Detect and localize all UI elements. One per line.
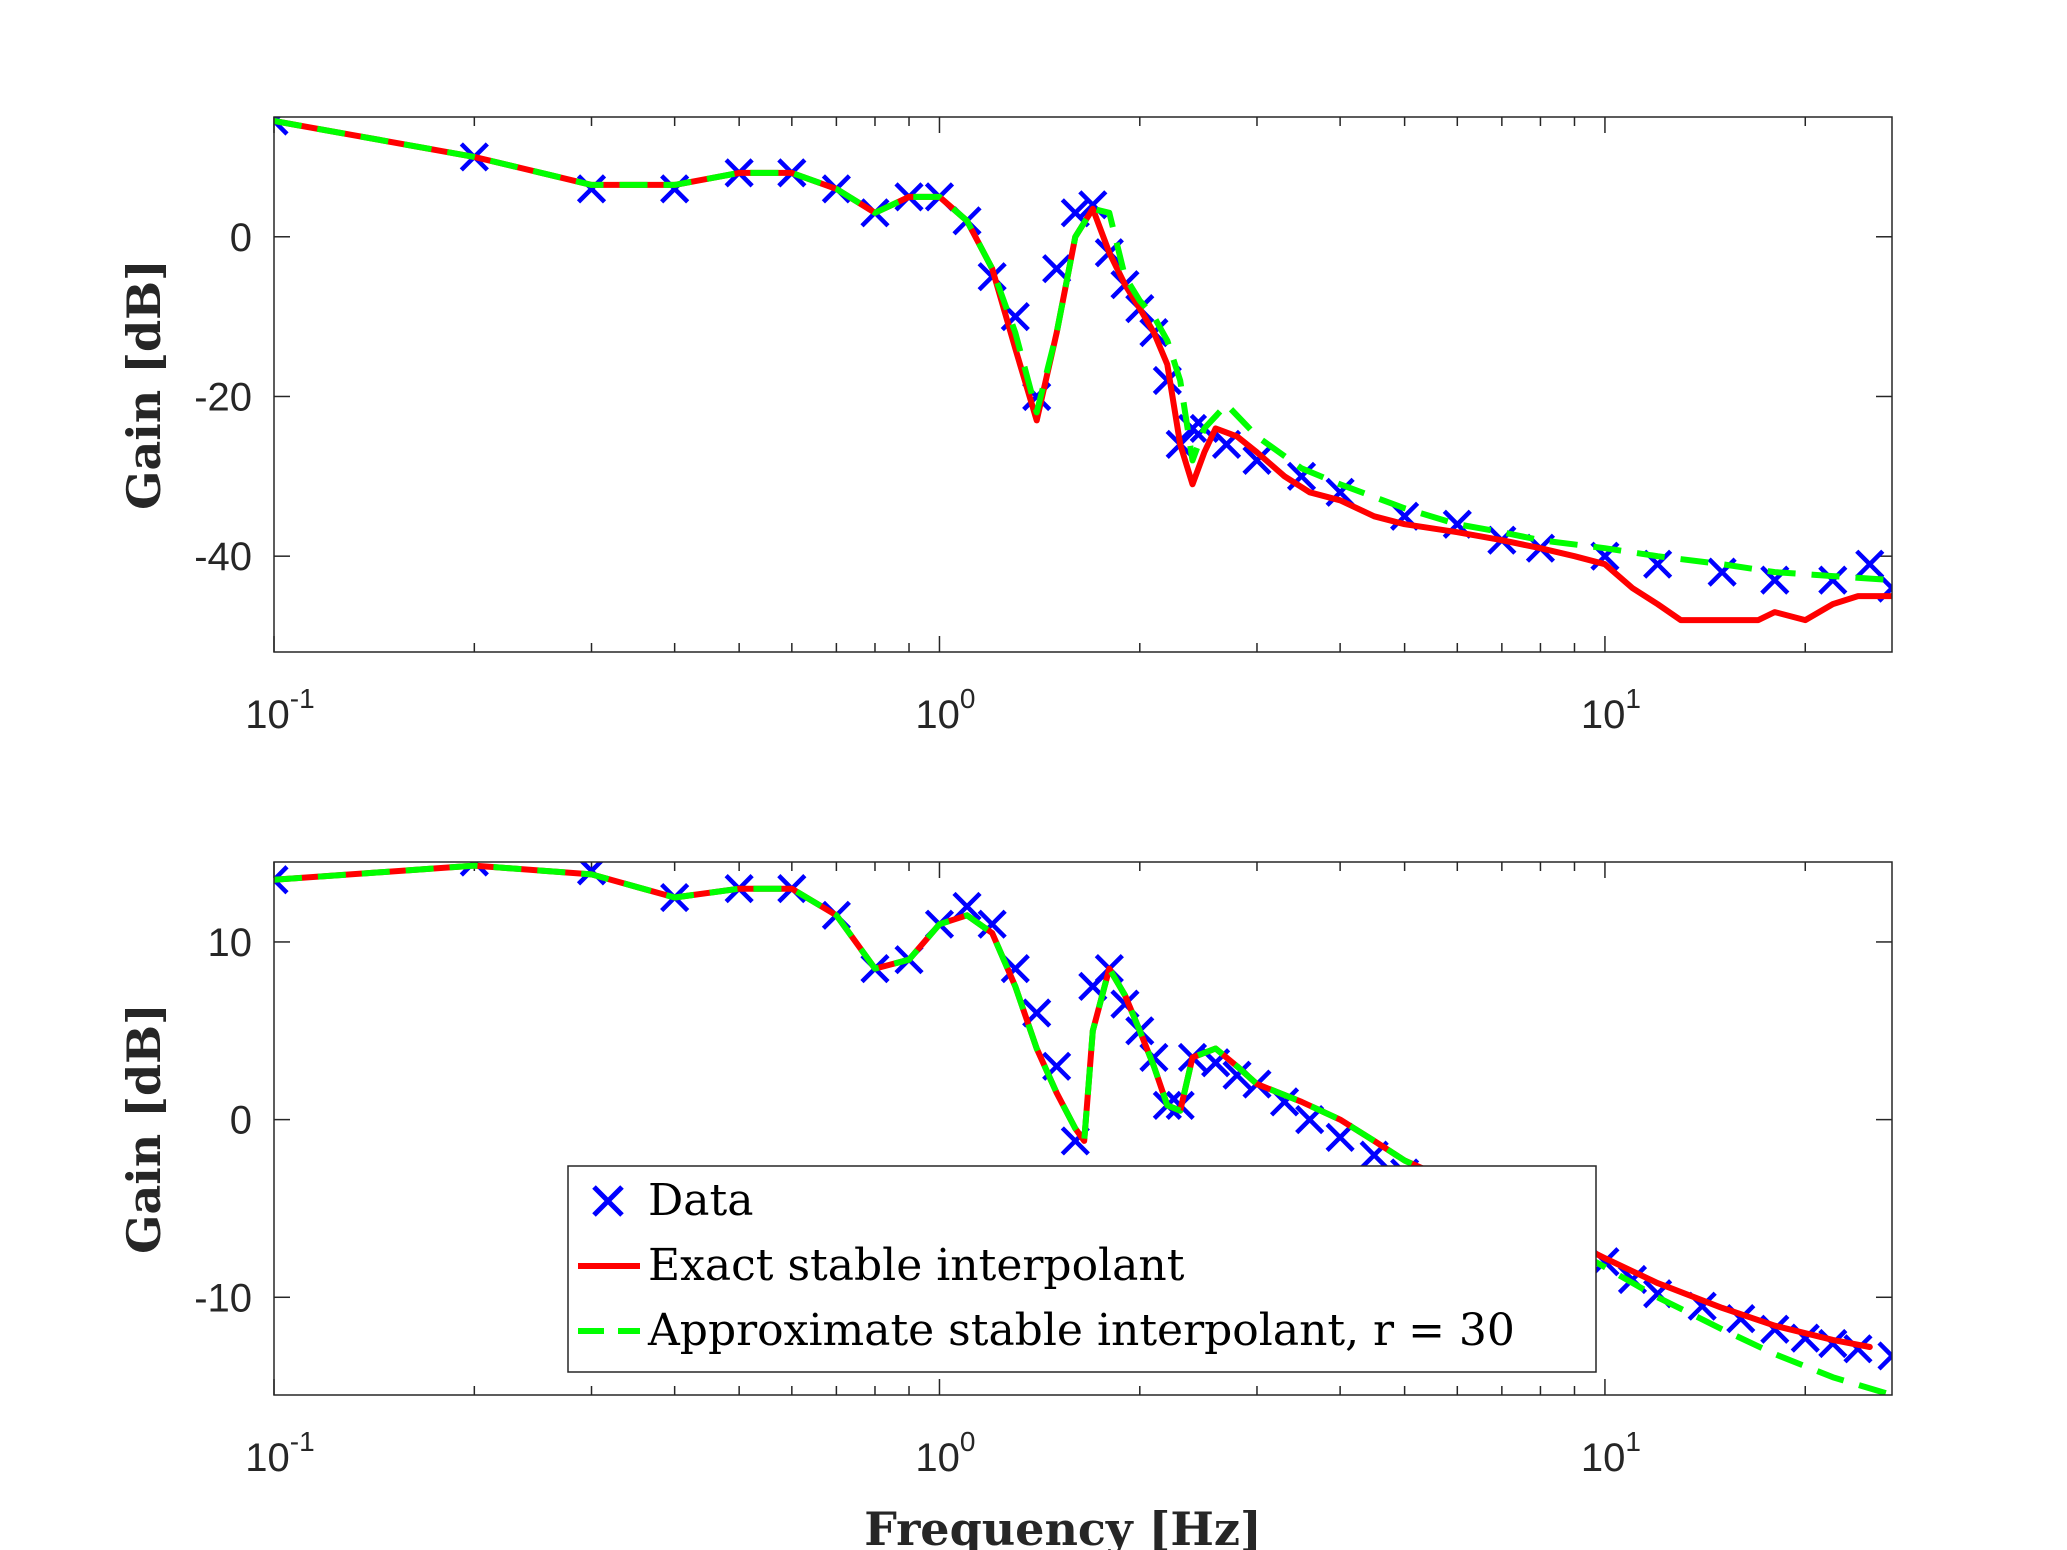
- legend: Data Exact stable interpolant Approximate …: [567, 1165, 1597, 1373]
- y-tick-label: -20: [194, 375, 252, 419]
- data-point-marker: [1242, 445, 1272, 475]
- series-layer: [274, 117, 1892, 624]
- legend-label: Exact stable interpolant: [648, 1240, 1185, 1291]
- data-point-marker: [274, 117, 289, 136]
- exact-interpolant-line: [274, 118, 1892, 624]
- axes-box: [273, 116, 1893, 653]
- data-point-marker: [459, 862, 489, 877]
- legend-label: Approximate stable interpolant, r = 30: [647, 1305, 1515, 1356]
- y-tick-label: 0: [230, 216, 252, 260]
- y-tick-label: -40: [194, 535, 252, 579]
- y-tick-label: 0: [230, 1099, 252, 1143]
- data-point-marker: [660, 174, 690, 204]
- legend-box: [567, 1165, 1597, 1373]
- data-point-marker: [1855, 549, 1885, 579]
- x-tick-label: 100: [915, 683, 975, 737]
- approximate-interpolant-line: [274, 862, 1892, 1395]
- legend-label: Data: [648, 1175, 753, 1226]
- data-point-marker: [977, 909, 1007, 939]
- y-tick-label: 10: [208, 921, 253, 965]
- approximate-interpolant-line: [274, 118, 1892, 584]
- axes-box: [273, 861, 1893, 1396]
- x-axis-label: Frequency [Hz]: [864, 1502, 1262, 1550]
- x-tick-label: 10-1: [245, 683, 314, 737]
- y-axis-label: Gain [dB]: [117, 1003, 171, 1254]
- x-tick-label: 101: [1581, 1426, 1641, 1480]
- data-point-marker: [274, 865, 289, 895]
- x-tick-label: 10-1: [245, 1426, 314, 1480]
- legend-marker-data: [592, 1185, 624, 1217]
- data-point-marker: [1222, 1060, 1252, 1090]
- data-point-marker: [1877, 1341, 1892, 1371]
- y-axis-label: Gain [dB]: [117, 259, 171, 510]
- data-point-marker: [1818, 565, 1848, 595]
- data-point-marker: [1325, 1122, 1355, 1152]
- x-tick-label: 101: [1581, 683, 1641, 737]
- x-tick-label: 100: [915, 1426, 975, 1480]
- y-tick-label: -10: [194, 1276, 252, 1320]
- top-gain-panel: 10-1 100 101 0 -20 -40 Gain [dB]: [117, 116, 1893, 737]
